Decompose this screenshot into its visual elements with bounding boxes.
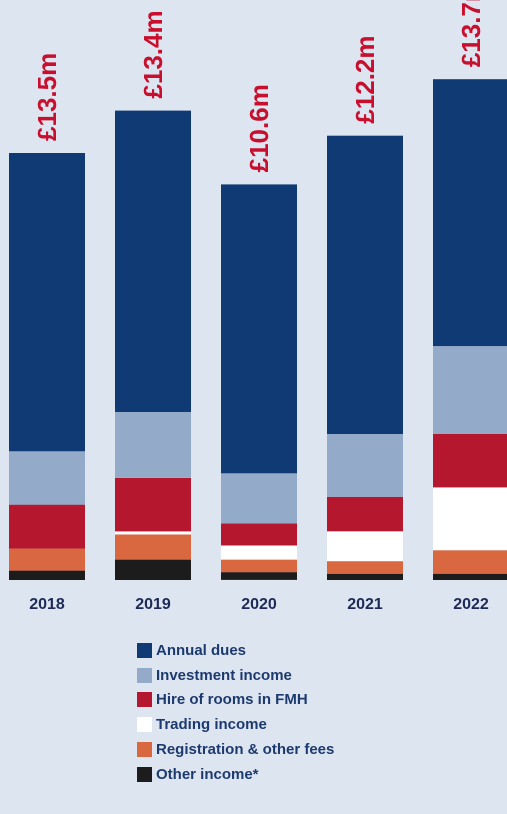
bar-segment-2019-annual-dues [115,110,191,412]
bar-segment-2020-hire-of-rooms-in-fmh [221,523,297,546]
legend-item: Investment income [137,663,334,688]
bar-segment-2021-trading-income [327,531,403,562]
x-tick-label-2018: 2018 [29,596,65,613]
legend-swatch [137,667,152,683]
bar-segment-2021-annual-dues [327,135,403,434]
legend-item: Trading income [137,712,334,737]
bar-segment-2019-hire-of-rooms-in-fmh [115,478,191,532]
bar-segment-2021-other-income [327,573,403,580]
legend-label: Trading income [156,716,267,734]
bar-segment-2019-trading-income [115,531,191,535]
legend-swatch [137,766,152,782]
income-chart: £13.5m 2018 £13.4m 2019 £10.6m 2020 £12.2m 2021… [9,0,507,613]
total-label-2021: £12.2m [350,36,380,124]
legend-label: Investment income [156,666,292,684]
legend-label: Other income* [156,765,259,783]
legend-label: Registration & other fees [156,741,335,759]
x-tick-label-2020: 2020 [241,596,277,613]
bar-segment-2018-annual-dues [9,153,85,452]
bar-segment-2022-annual-dues [433,79,507,347]
legend-label: Hire of rooms in FMH [156,691,308,709]
legend-item: Annual dues [137,638,334,663]
bar-segment-2022-trading-income [433,487,507,551]
chart-legend: Annual dues Investment income Hire of room… [137,638,334,787]
total-label-2019: £13.4m [138,10,168,98]
bar-segment-2019-investment-income [115,412,191,478]
bar-segment-2020-other-income [221,572,297,580]
bar-segment-2018-investment-income [9,451,85,505]
legend-swatch [137,717,152,733]
bar-segment-2022-registration-other-fees [433,550,507,574]
bar-segment-2022-hire-of-rooms-in-fmh [433,434,507,488]
bar-segment-2018-registration-other-fees [9,548,85,571]
bar-segment-2022-investment-income [433,346,507,434]
legend-swatch [137,642,152,658]
x-tick-label-2019: 2019 [135,596,171,613]
legend-swatch [137,742,152,758]
bar-segment-2018-other-income [9,570,85,580]
total-label-2022: £13.7m [456,0,486,67]
x-tick-label-2022: 2022 [453,596,489,613]
bar-segment-2019-other-income [115,559,191,580]
legend-swatch [137,692,152,708]
bar-segment-2022-other-income [433,573,507,580]
legend-item: Registration & other fees [137,737,334,762]
bar-segment-2020-annual-dues [221,184,297,474]
bar-segment-2020-investment-income [221,473,297,524]
legend-item: Hire of rooms in FMH [137,688,334,713]
bar-segment-2020-trading-income [221,545,297,560]
total-label-2020: £10.6m [244,84,274,172]
bar-segment-2021-registration-other-fees [327,561,403,574]
bar-segment-2019-registration-other-fees [115,534,191,560]
x-tick-label-2021: 2021 [347,596,383,613]
bar-segment-2018-hire-of-rooms-in-fmh [9,504,85,549]
legend-label: Annual dues [156,641,247,659]
legend-item: Other income* [137,762,334,787]
bar-segment-2021-hire-of-rooms-in-fmh [327,496,403,532]
bar-segment-2020-registration-other-fees [221,559,297,573]
bar-segment-2021-investment-income [327,434,403,497]
total-label-2018: £13.5m [32,53,62,141]
